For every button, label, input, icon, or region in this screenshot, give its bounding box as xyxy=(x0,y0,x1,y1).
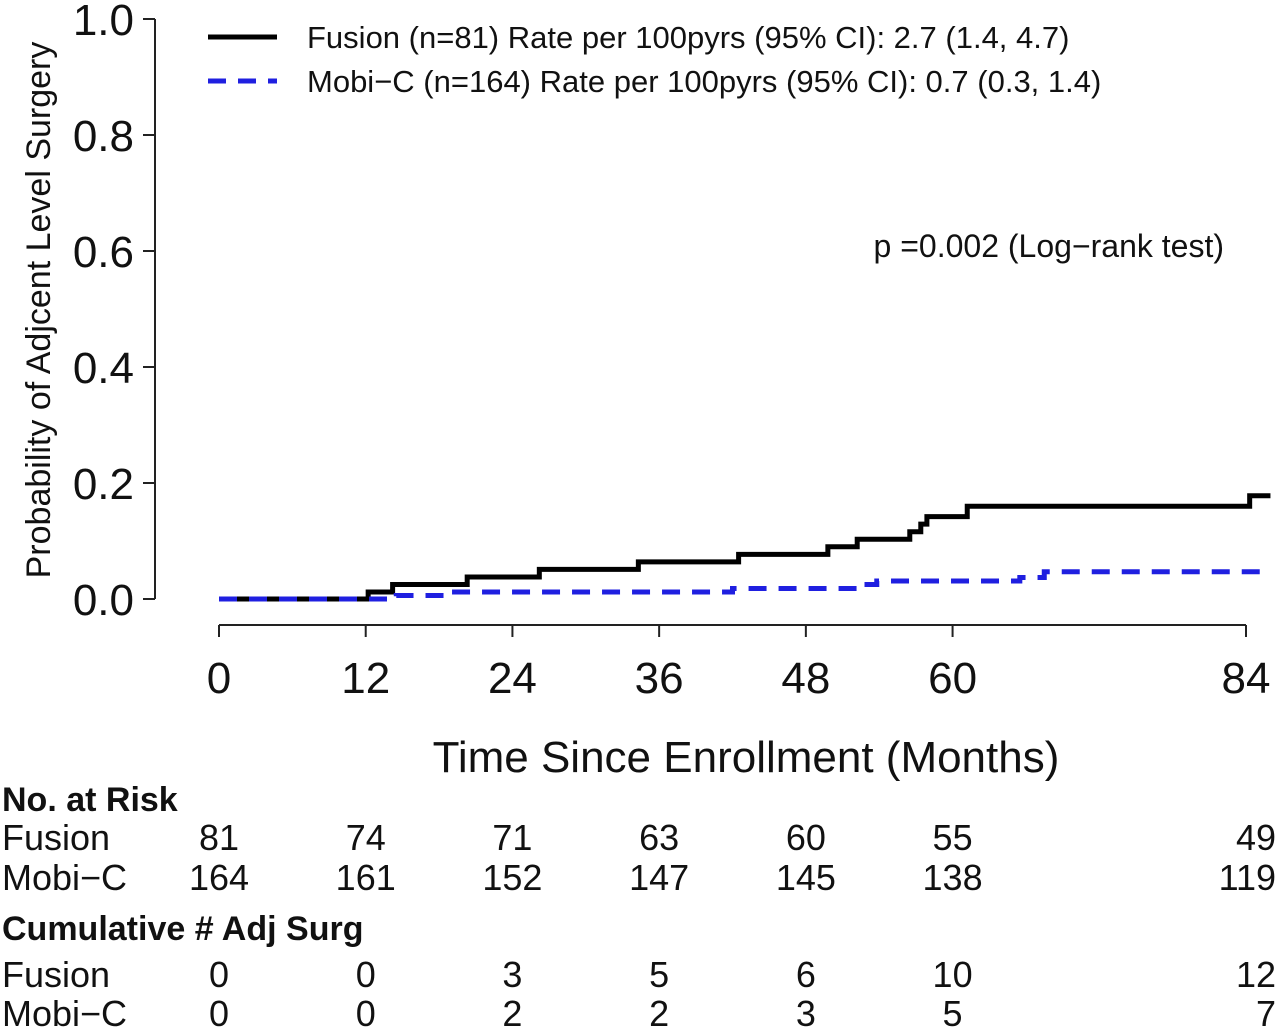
table-cell: 71 xyxy=(492,817,532,858)
table-cell: 55 xyxy=(933,817,973,858)
table-row-label: Fusion xyxy=(2,817,110,858)
y-tick-label: 0.8 xyxy=(73,112,134,161)
x-tick-label: 12 xyxy=(341,654,390,703)
p-value-annotation: p =0.002 (Log−rank test) xyxy=(874,228,1224,264)
table-row-label: Mobi−C xyxy=(2,857,127,898)
table-cell: 145 xyxy=(776,857,836,898)
table-row-label: Mobi−C xyxy=(2,993,127,1028)
table-cell: 12 xyxy=(1236,954,1276,995)
x-axis-title: Time Since Enrollment (Months) xyxy=(433,733,1060,782)
plot-series xyxy=(219,493,1271,602)
table-cell: 0 xyxy=(356,954,376,995)
table-cell: 5 xyxy=(649,954,669,995)
axes: 0.0 0.2 0.4 0.6 0.8 1.0 Probability of Adjcent… xyxy=(20,0,1270,782)
table-cell: 3 xyxy=(502,954,522,995)
table-cell: 147 xyxy=(629,857,689,898)
series-line-fusion xyxy=(219,493,1271,602)
table-cell: 2 xyxy=(502,993,522,1028)
table-cell: 3 xyxy=(796,993,816,1028)
table-cell: 0 xyxy=(356,993,376,1028)
legend-entry: Fusion (n=81) Rate per 100pyrs (95% CI):… xyxy=(307,20,1069,55)
table-cell: 74 xyxy=(346,817,386,858)
x-tick-label: 36 xyxy=(635,654,684,703)
y-tick-label: 0.2 xyxy=(73,460,134,509)
y-tick-label: 1.0 xyxy=(73,0,134,45)
table-cell: 164 xyxy=(189,857,249,898)
series-line-mobi-c xyxy=(219,569,1271,602)
table-cell: 81 xyxy=(199,817,239,858)
table-cell: 161 xyxy=(336,857,396,898)
x-tick-label: 60 xyxy=(928,654,977,703)
table-cell: 49 xyxy=(1236,817,1276,858)
y-tick-label: 0.4 xyxy=(73,344,134,393)
table-row-label: Fusion xyxy=(2,954,110,995)
x-tick-label: 48 xyxy=(781,654,830,703)
table-cell: 10 xyxy=(933,954,973,995)
table-cell: 152 xyxy=(482,857,542,898)
x-tick-label: 24 xyxy=(488,654,537,703)
table-cell: 60 xyxy=(786,817,826,858)
table-cell: 7 xyxy=(1256,993,1276,1028)
y-tick-label: 0.6 xyxy=(73,228,134,277)
table-cell: 119 xyxy=(1219,857,1276,898)
table-cell: 63 xyxy=(639,817,679,858)
annotations: p =0.002 (Log−rank test) xyxy=(874,228,1224,264)
table-cell: 6 xyxy=(796,954,816,995)
table-cell: 138 xyxy=(923,857,983,898)
table-cell: 0 xyxy=(209,993,229,1028)
legend: Fusion (n=81) Rate per 100pyrs (95% CI):… xyxy=(208,20,1101,99)
y-tick-label: 0.0 xyxy=(73,576,134,625)
table-heading: Cumulative # Adj Surg xyxy=(2,910,363,948)
table-cell: 5 xyxy=(943,993,963,1028)
table-cell: 0 xyxy=(209,954,229,995)
table-heading: No. at Risk xyxy=(2,781,178,819)
x-tick-label: 84 xyxy=(1222,654,1271,703)
legend-entry: Mobi−C (n=164) Rate per 100pyrs (95% CI)… xyxy=(307,64,1101,99)
x-tick-label: 0 xyxy=(207,654,231,703)
y-axis-title: Probability of Adjcent Level Surgery xyxy=(20,42,58,579)
table-cell: 2 xyxy=(649,993,669,1028)
